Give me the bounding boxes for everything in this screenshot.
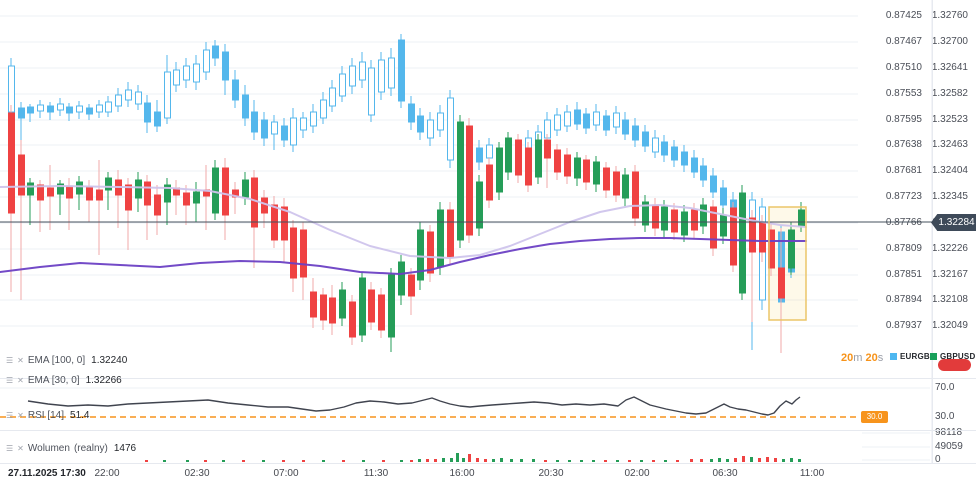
time-tick: 27.11.2025 17:30 [8,468,86,479]
volume-scale-tick: 0 [935,454,941,465]
price-tick-eurgbp: 0.87510 [885,62,922,73]
close-icon[interactable]: ✕ [17,375,24,385]
eurgbp-swatch [890,353,897,360]
volume-scale-tick: 98118 [935,427,963,438]
menu-icon[interactable]: ☰ [6,443,14,453]
price-tick-gbpusd: 1.32049 [931,320,968,331]
price-tick-gbpusd: 1.32641 [931,62,968,73]
price-tick-eurgbp: 0.87638 [885,139,922,150]
time-tick: 02:30 [184,468,210,479]
price-scale-divider[interactable] [932,0,933,463]
price-tick-eurgbp: 0.87467 [885,36,922,47]
price-tick-gbpusd: 1.32700 [931,36,968,47]
close-icon[interactable]: ✕ [17,443,24,453]
price-tick-gbpusd: 1.32582 [931,88,968,99]
price-tick-eurgbp: 0.87595 [885,114,922,125]
volume-scale-tick: 49059 [935,441,963,452]
rsi-scale-70: 70.0 [935,382,955,393]
price-tick-gbpusd: 1.32760 [931,10,968,21]
price-tick-gbpusd: 1.32108 [931,294,968,305]
price-tick-gbpusd: 1.32404 [931,165,968,176]
time-tick: 11:00 [799,468,825,479]
gbpusd-price-pill[interactable] [938,359,971,371]
time-tick: 07:00 [273,468,299,479]
legend-item-gbpusd[interactable]: GBPUSD [930,352,975,361]
price-tick-gbpusd: 1.32463 [931,139,968,150]
price-tick-gbpusd: 1.32167 [931,269,968,280]
menu-icon[interactable]: ☰ [6,375,14,385]
price-tick-eurgbp: 0.87894 [885,294,922,305]
price-tick-eurgbp: 0.87723 [885,191,922,202]
price-tick-gbpusd: 1.32345 [931,191,968,202]
indicator-label[interactable]: EMA [100, 0] [27,355,86,366]
close-icon[interactable]: ✕ [17,355,24,365]
pane-separator[interactable] [0,378,976,379]
time-tick: 02:00 [624,468,650,479]
price-tick-eurgbp: 0.87937 [885,320,922,331]
price-tick-eurgbp: 0.87851 [885,269,922,280]
legend-label: EURGBP [900,352,936,361]
pane-separator[interactable] [0,430,976,431]
price-tick-eurgbp: 0.87553 [885,88,922,99]
time-tick: 16:00 [449,468,475,479]
legend-item-eurgbp[interactable]: EURGBP [890,352,935,361]
indicator-label[interactable]: EMA [30, 0] [27,375,80,386]
indicator-label[interactable]: Wolumen [27,443,70,454]
indicator-label[interactable]: RSI [14] [27,410,65,421]
time-tick: 06:30 [712,468,738,479]
price-tick-gbpusd: 1.32226 [931,243,968,254]
menu-icon[interactable]: ☰ [6,410,14,420]
price-tick-gbpusd: 1.32284 [931,217,968,228]
menu-icon[interactable]: ☰ [6,355,14,365]
price-tick-gbpusd: 1.32523 [931,114,968,125]
time-tick: 22:00 [94,468,120,479]
gbpusd-swatch [930,353,937,360]
price-tick-eurgbp: 0.87681 [885,165,922,176]
time-tick: 20:30 [538,468,564,479]
time-tick: 11:30 [363,468,389,479]
price-tick-eurgbp: 0.87809 [885,243,922,254]
price-tick-eurgbp: 0.87425 [885,10,922,21]
legend-label: GBPUSD [940,352,976,361]
close-icon[interactable]: ✕ [17,410,24,420]
price-tick-eurgbp: 0.87766 [885,217,922,228]
rsi-scale-30: 30.0 [935,411,955,422]
